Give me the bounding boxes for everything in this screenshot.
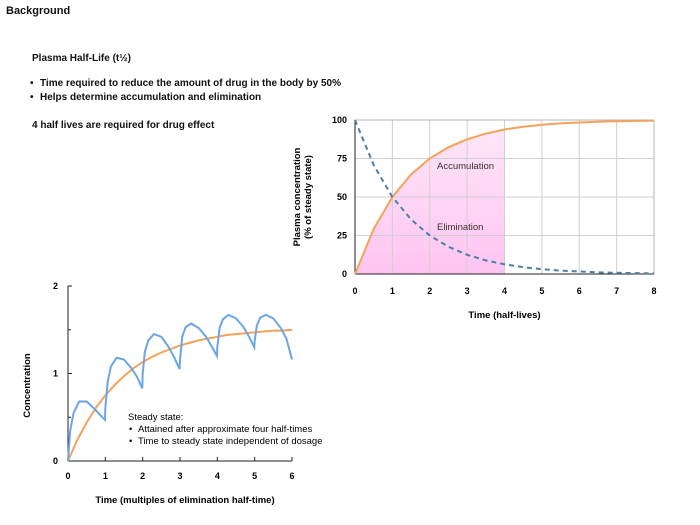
- x-tick-label: 5: [539, 286, 544, 296]
- x-tick-label: 7: [614, 286, 619, 296]
- y-tick-label: 100: [332, 115, 347, 125]
- y-tick-label: 2: [53, 281, 58, 291]
- annotation-title: Steady state:: [128, 412, 183, 423]
- x-tick-label: 3: [177, 471, 182, 481]
- series-line-elimination: [354, 119, 655, 275]
- bullet-item: • Time required to reduce the amount of d…: [30, 77, 341, 91]
- x-tick-label: 0: [352, 286, 357, 296]
- series-line-accumulation: [354, 119, 655, 275]
- bullet-text: Time required to reduce the amount of dr…: [40, 78, 341, 89]
- x-tick-label: 2: [140, 471, 145, 481]
- x-tick-label: 6: [289, 471, 294, 481]
- x-tick-label: 4: [502, 286, 507, 296]
- y-axis-label-line: Plasma concentration: [292, 147, 303, 246]
- annotation-bullet-dot-icon: •: [129, 436, 132, 447]
- y-axis-label: Concentration: [22, 353, 33, 418]
- y-axis-label: Plasma concentration (% of steady state): [292, 147, 314, 246]
- x-tick-label: 6: [577, 286, 582, 296]
- y-tick-label: 1: [53, 369, 58, 379]
- bullet-text: Helps determine accumulation and elimina…: [40, 92, 262, 103]
- annotation-bullet: Attained after approximate four half-tim…: [138, 424, 313, 435]
- series-label-elimination: Elimination: [437, 222, 483, 233]
- x-tick-label: 8: [651, 286, 656, 296]
- y-tick-label: 75: [337, 154, 347, 164]
- x-tick-label: 0: [65, 471, 70, 481]
- bullet-dot-icon: •: [30, 92, 34, 103]
- half-lives-note: 4 half lives are required for drug effec…: [32, 120, 215, 131]
- plasma-half-life-heading: Plasma Half-Life (t½): [32, 53, 131, 64]
- x-axis-label: Time (half-lives): [468, 310, 540, 321]
- bullet-dot-icon: •: [30, 78, 34, 89]
- x-tick-label: 4: [215, 471, 220, 481]
- y-tick-label: 0: [342, 269, 347, 279]
- x-tick-label: 5: [252, 471, 257, 481]
- x-tick-label: 1: [390, 286, 395, 296]
- y-tick-label: 0: [53, 456, 58, 466]
- annotation-bullet: Time to steady state independent of dosa…: [138, 436, 323, 447]
- bullet-item: • Helps determine accumulation and elimin…: [30, 91, 341, 105]
- y-tick-label: 25: [337, 231, 347, 241]
- series-label-accumulation: Accumulation: [437, 161, 494, 172]
- section-title: Background: [6, 5, 71, 17]
- x-axis-label: Time (multiples of elimination half-time…: [95, 495, 274, 506]
- x-tick-label: 3: [465, 286, 470, 296]
- average-concentration-line: [67, 328, 293, 462]
- annotation-bullet-dot-icon: •: [129, 424, 132, 435]
- definition-bullets: • Time required to reduce the amount of d…: [30, 77, 341, 105]
- y-tick-label: 50: [337, 192, 347, 202]
- y-axis-label-line: (% of steady state): [303, 155, 314, 239]
- x-tick-label: 1: [103, 471, 108, 481]
- x-tick-label: 2: [427, 286, 432, 296]
- dosing-concentration-line: [67, 313, 293, 462]
